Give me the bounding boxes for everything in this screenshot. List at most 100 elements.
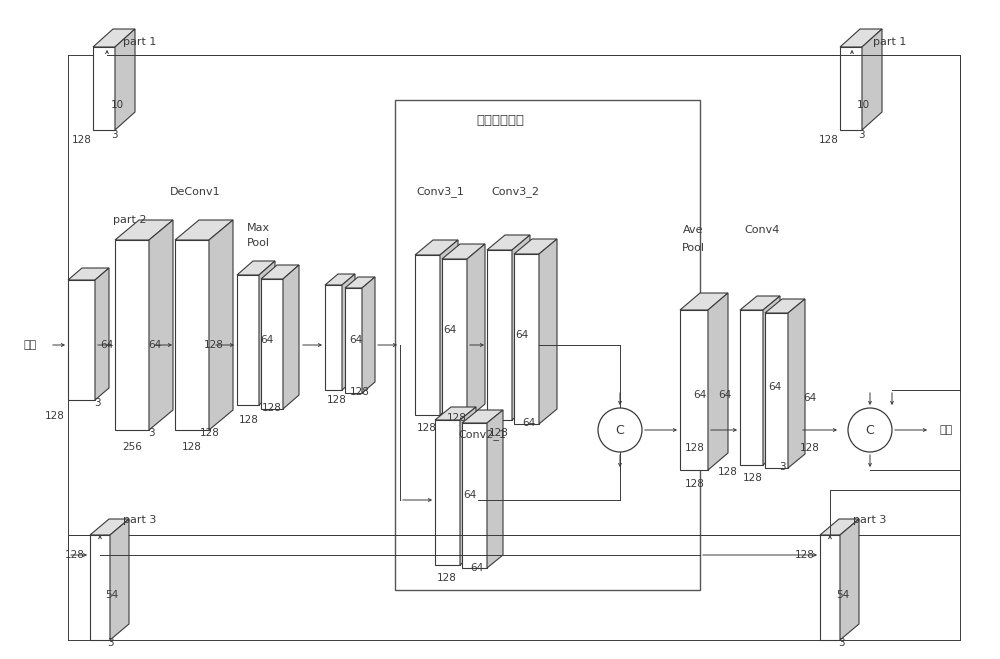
- Text: 128: 128: [262, 403, 282, 413]
- Polygon shape: [514, 239, 557, 254]
- Text: 3: 3: [779, 462, 785, 472]
- Text: Pool: Pool: [682, 243, 704, 253]
- Text: 10: 10: [110, 100, 124, 110]
- Polygon shape: [440, 240, 458, 415]
- Polygon shape: [708, 293, 728, 470]
- Text: 64: 64: [443, 325, 457, 335]
- Text: 3: 3: [148, 428, 154, 438]
- Text: Conv3_1: Conv3_1: [416, 186, 464, 198]
- Polygon shape: [512, 235, 530, 420]
- Polygon shape: [237, 275, 259, 405]
- Text: 128: 128: [718, 467, 738, 477]
- Text: 3: 3: [94, 398, 100, 408]
- Circle shape: [848, 408, 892, 452]
- Polygon shape: [740, 310, 763, 465]
- Text: 128: 128: [65, 550, 85, 560]
- Polygon shape: [435, 407, 476, 420]
- Polygon shape: [175, 220, 233, 240]
- Circle shape: [598, 408, 642, 452]
- Polygon shape: [259, 261, 275, 405]
- Text: Conv4: Conv4: [744, 225, 780, 235]
- Text: 54: 54: [836, 590, 850, 600]
- Text: Pool: Pool: [246, 238, 270, 248]
- Polygon shape: [680, 310, 708, 470]
- Text: C: C: [616, 424, 624, 436]
- Text: C: C: [866, 424, 874, 436]
- Text: 128: 128: [45, 411, 65, 421]
- Polygon shape: [460, 407, 476, 565]
- Polygon shape: [763, 296, 780, 465]
- Polygon shape: [261, 265, 299, 279]
- Polygon shape: [283, 265, 299, 409]
- Polygon shape: [467, 244, 485, 419]
- Text: 128: 128: [182, 442, 202, 452]
- Text: part 1: part 1: [873, 37, 907, 47]
- Polygon shape: [115, 220, 173, 240]
- Polygon shape: [68, 280, 95, 400]
- Polygon shape: [362, 277, 375, 393]
- Text: 128: 128: [327, 395, 347, 405]
- Polygon shape: [840, 29, 882, 47]
- Text: 128: 128: [795, 550, 815, 560]
- Text: 128: 128: [417, 423, 437, 433]
- Text: 54: 54: [105, 590, 119, 600]
- Polygon shape: [261, 279, 283, 409]
- Text: 128: 128: [72, 135, 92, 145]
- Text: 128: 128: [800, 443, 820, 453]
- Polygon shape: [740, 296, 780, 310]
- Polygon shape: [110, 519, 129, 640]
- Text: 64: 64: [470, 563, 484, 573]
- Polygon shape: [765, 299, 805, 313]
- Text: 输入: 输入: [23, 340, 36, 350]
- Polygon shape: [442, 259, 467, 419]
- Polygon shape: [840, 519, 859, 640]
- Text: part 3: part 3: [123, 515, 157, 525]
- Text: 64: 64: [515, 330, 529, 340]
- Polygon shape: [462, 410, 503, 423]
- Text: 3: 3: [838, 638, 844, 648]
- Text: DeConv1: DeConv1: [170, 187, 220, 197]
- Polygon shape: [539, 239, 557, 424]
- Polygon shape: [765, 313, 788, 468]
- Polygon shape: [840, 47, 862, 130]
- Polygon shape: [95, 268, 109, 400]
- Text: 128: 128: [437, 573, 457, 583]
- Text: Ave: Ave: [683, 225, 703, 235]
- Text: 128: 128: [489, 428, 509, 438]
- Polygon shape: [514, 254, 539, 424]
- Text: 64: 64: [148, 340, 162, 350]
- Polygon shape: [175, 240, 209, 430]
- Polygon shape: [93, 47, 115, 130]
- Text: 3: 3: [858, 130, 864, 140]
- Text: 双支卷积模块: 双支卷积模块: [476, 113, 524, 127]
- Polygon shape: [680, 293, 728, 310]
- Polygon shape: [325, 274, 355, 285]
- Polygon shape: [345, 277, 375, 288]
- Polygon shape: [788, 299, 805, 468]
- Polygon shape: [435, 420, 460, 565]
- Text: 3: 3: [107, 638, 113, 648]
- Text: 64: 64: [693, 390, 707, 400]
- Polygon shape: [415, 240, 458, 255]
- Polygon shape: [487, 250, 512, 420]
- Text: Max: Max: [246, 223, 270, 233]
- Polygon shape: [115, 240, 149, 430]
- Text: 256: 256: [122, 442, 142, 452]
- Text: 64: 64: [100, 340, 113, 350]
- Polygon shape: [442, 244, 485, 259]
- Text: part 3: part 3: [853, 515, 887, 525]
- Text: 128: 128: [239, 415, 259, 425]
- Text: Conv3_2: Conv3_2: [491, 186, 539, 198]
- Text: Conv2_1: Conv2_1: [458, 430, 506, 440]
- Polygon shape: [93, 29, 135, 47]
- Polygon shape: [862, 29, 882, 130]
- Text: 128: 128: [350, 387, 370, 397]
- Text: 128: 128: [685, 443, 705, 453]
- Bar: [395, 100, 700, 590]
- Polygon shape: [90, 519, 129, 535]
- Text: part 2: part 2: [113, 215, 147, 225]
- Polygon shape: [487, 235, 530, 250]
- Polygon shape: [487, 410, 503, 568]
- Polygon shape: [820, 519, 859, 535]
- Text: 128: 128: [204, 340, 224, 350]
